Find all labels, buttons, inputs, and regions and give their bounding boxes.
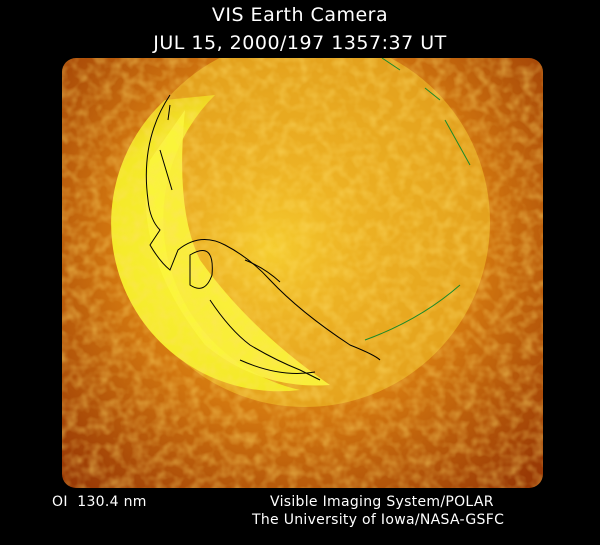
credit-line-1: Visible Imaging System/POLAR	[270, 494, 494, 510]
coastline-outline	[145, 94, 381, 381]
grid-lines	[364, 58, 471, 341]
credit-line-2: The University of Iowa/NASA-GSFC	[252, 512, 505, 528]
observation-datetime: JUL 15, 2000/197 1357:37 UT	[153, 32, 447, 54]
wavelength-label: OI 130.4 nm	[52, 494, 147, 510]
image-title: VIS Earth Camera	[211, 4, 389, 26]
